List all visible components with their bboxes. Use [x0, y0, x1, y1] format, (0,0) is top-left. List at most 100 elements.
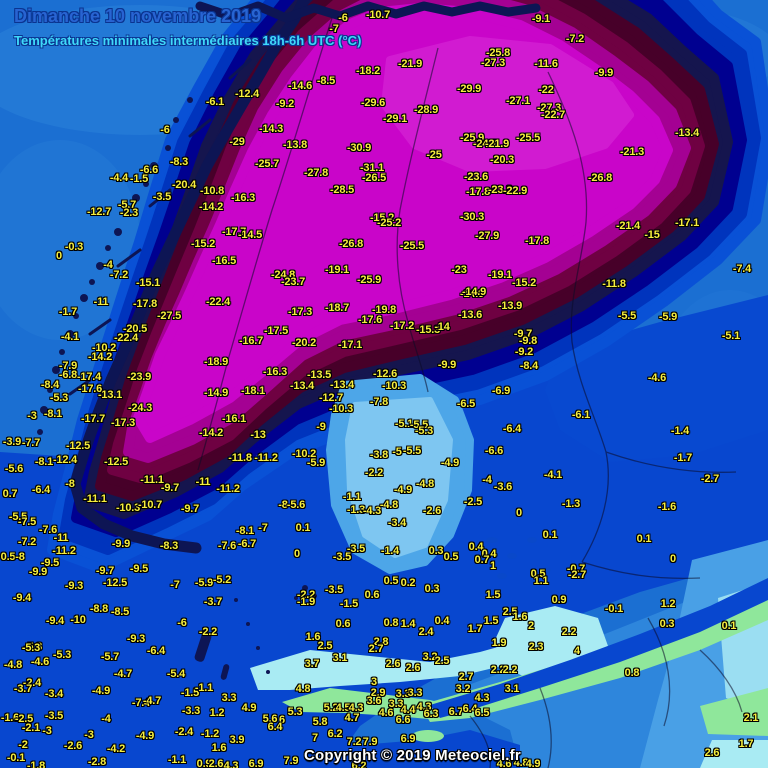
temp-label: 4.6	[378, 707, 394, 719]
temp-label: 6.6	[395, 714, 411, 726]
temp-label: -11.6	[534, 58, 558, 70]
temp-label: -24.8	[270, 269, 296, 281]
temp-label: -9.9	[111, 538, 131, 550]
temp-label: -17.8	[465, 186, 491, 198]
temp-label: -10.2	[91, 342, 117, 354]
temp-label: -8.5	[316, 75, 336, 87]
temp-label: -20.2	[291, 337, 317, 349]
temp-label: 0	[56, 250, 62, 262]
temp-label: -14.9	[461, 286, 487, 298]
temp-label: -22.4	[113, 332, 139, 344]
temp-label: -7.4	[732, 263, 752, 275]
temp-label: -6	[160, 124, 170, 136]
temp-label: -3.5	[332, 551, 352, 563]
temp-label: -3	[27, 410, 37, 422]
map-subtitle: Températures minimales intermédiaires 18…	[14, 33, 362, 48]
temp-label: -6.9	[491, 385, 511, 397]
temp-label: -6	[338, 12, 348, 24]
temp-label: -17.2	[389, 320, 415, 332]
temp-label: 0.6	[364, 589, 380, 601]
temp-label: -9.8	[518, 335, 538, 347]
temp-label: 4.3	[223, 760, 239, 768]
temp-label: -15.2	[369, 212, 395, 224]
temp-label: 0.4	[434, 615, 450, 627]
temp-label: 0.2	[400, 577, 416, 589]
temp-label: -17.6	[77, 383, 103, 395]
temp-label: -16.3	[262, 366, 288, 378]
temp-label: -22.9	[502, 185, 528, 197]
temp-label: -29	[229, 136, 245, 148]
temp-label: -2.5	[14, 713, 34, 725]
temp-label: -13.6	[457, 309, 483, 321]
temp-label: -25.5	[515, 132, 541, 144]
temp-label: -10.2	[291, 448, 317, 460]
temp-label: -16.7	[238, 335, 264, 347]
temp-label: 2.6	[208, 758, 224, 768]
temp-label: -5.7	[117, 199, 137, 211]
temp-label: 2	[528, 620, 534, 632]
temp-label: 6.5	[474, 707, 490, 719]
temp-label: -7.9	[58, 360, 78, 372]
temp-label: 2.5	[502, 606, 518, 618]
temp-label: -25.7	[254, 158, 280, 170]
temp-label: -8.4	[40, 379, 60, 391]
temp-label: 4.6	[496, 758, 512, 768]
temp-label: -19.1	[324, 264, 350, 276]
temp-label: -6.1	[571, 409, 591, 421]
temp-label: 0.7	[474, 554, 490, 566]
temp-label: 1.6	[211, 742, 227, 754]
temp-label: -17.8	[132, 298, 158, 310]
temp-label: -17.7	[221, 226, 247, 238]
temp-label: -4.4	[109, 172, 129, 184]
temp-label: -15	[644, 229, 660, 241]
temp-label: -3	[84, 729, 94, 741]
temp-label: -25	[426, 149, 442, 161]
temp-label: 2.6	[405, 662, 421, 674]
temp-label: -13.9	[497, 300, 523, 312]
temp-label: 0	[294, 548, 300, 560]
temp-label: 6.7	[448, 706, 464, 718]
temp-label: -11.2	[254, 452, 278, 464]
temp-label: -7.8	[369, 396, 389, 408]
temp-label: -5.6	[286, 499, 306, 511]
temp-label: -11	[195, 476, 211, 488]
temp-label: -6.5	[456, 398, 476, 410]
temp-label: -15.2	[511, 277, 537, 289]
temp-label: -25.5	[399, 240, 425, 252]
temp-label: 1.7	[467, 623, 483, 635]
temp-label: -23	[451, 264, 467, 276]
temp-label: -2.4	[174, 726, 194, 738]
temp-label: -27.8	[303, 167, 329, 179]
temp-label: -2.7	[700, 473, 720, 485]
temp-label: -21.4	[615, 220, 641, 232]
temp-label: -14.3	[258, 123, 284, 135]
temp-label: -15.3	[415, 324, 441, 336]
temp-label: -9.9	[594, 67, 614, 79]
temp-label: -20.3	[489, 154, 515, 166]
temp-label: 2.7	[368, 643, 384, 655]
temp-label: 6.4	[267, 721, 283, 733]
temp-label: -9.9	[28, 566, 48, 578]
norway-coastline	[68, 0, 541, 554]
temp-label: -26.8	[338, 238, 364, 250]
temp-label: -14.9	[203, 387, 229, 399]
temp-label: -8.1	[34, 456, 54, 468]
temp-label: 5.2	[323, 702, 339, 714]
finnish-lakes	[486, 537, 551, 579]
temp-label: -3.4	[387, 517, 407, 529]
temp-label: -17.1	[674, 217, 700, 229]
temp-label: -8.3	[159, 540, 179, 552]
temp-label: -4.8	[415, 478, 435, 490]
temp-label: -4	[482, 474, 492, 486]
temp-label: 1.2	[660, 598, 676, 610]
temp-label: -2.4	[22, 677, 42, 689]
temp-label: -9.9	[437, 359, 457, 371]
temp-label: -9.2	[514, 346, 534, 358]
temp-label: -1.1	[194, 682, 214, 694]
temp-label: 3	[371, 676, 377, 688]
temp-label: -9	[316, 421, 326, 433]
temp-label: 0	[516, 507, 522, 519]
islands	[37, 97, 317, 680]
temp-label: -7.2	[109, 269, 129, 281]
temp-label: -16.1	[221, 413, 247, 425]
